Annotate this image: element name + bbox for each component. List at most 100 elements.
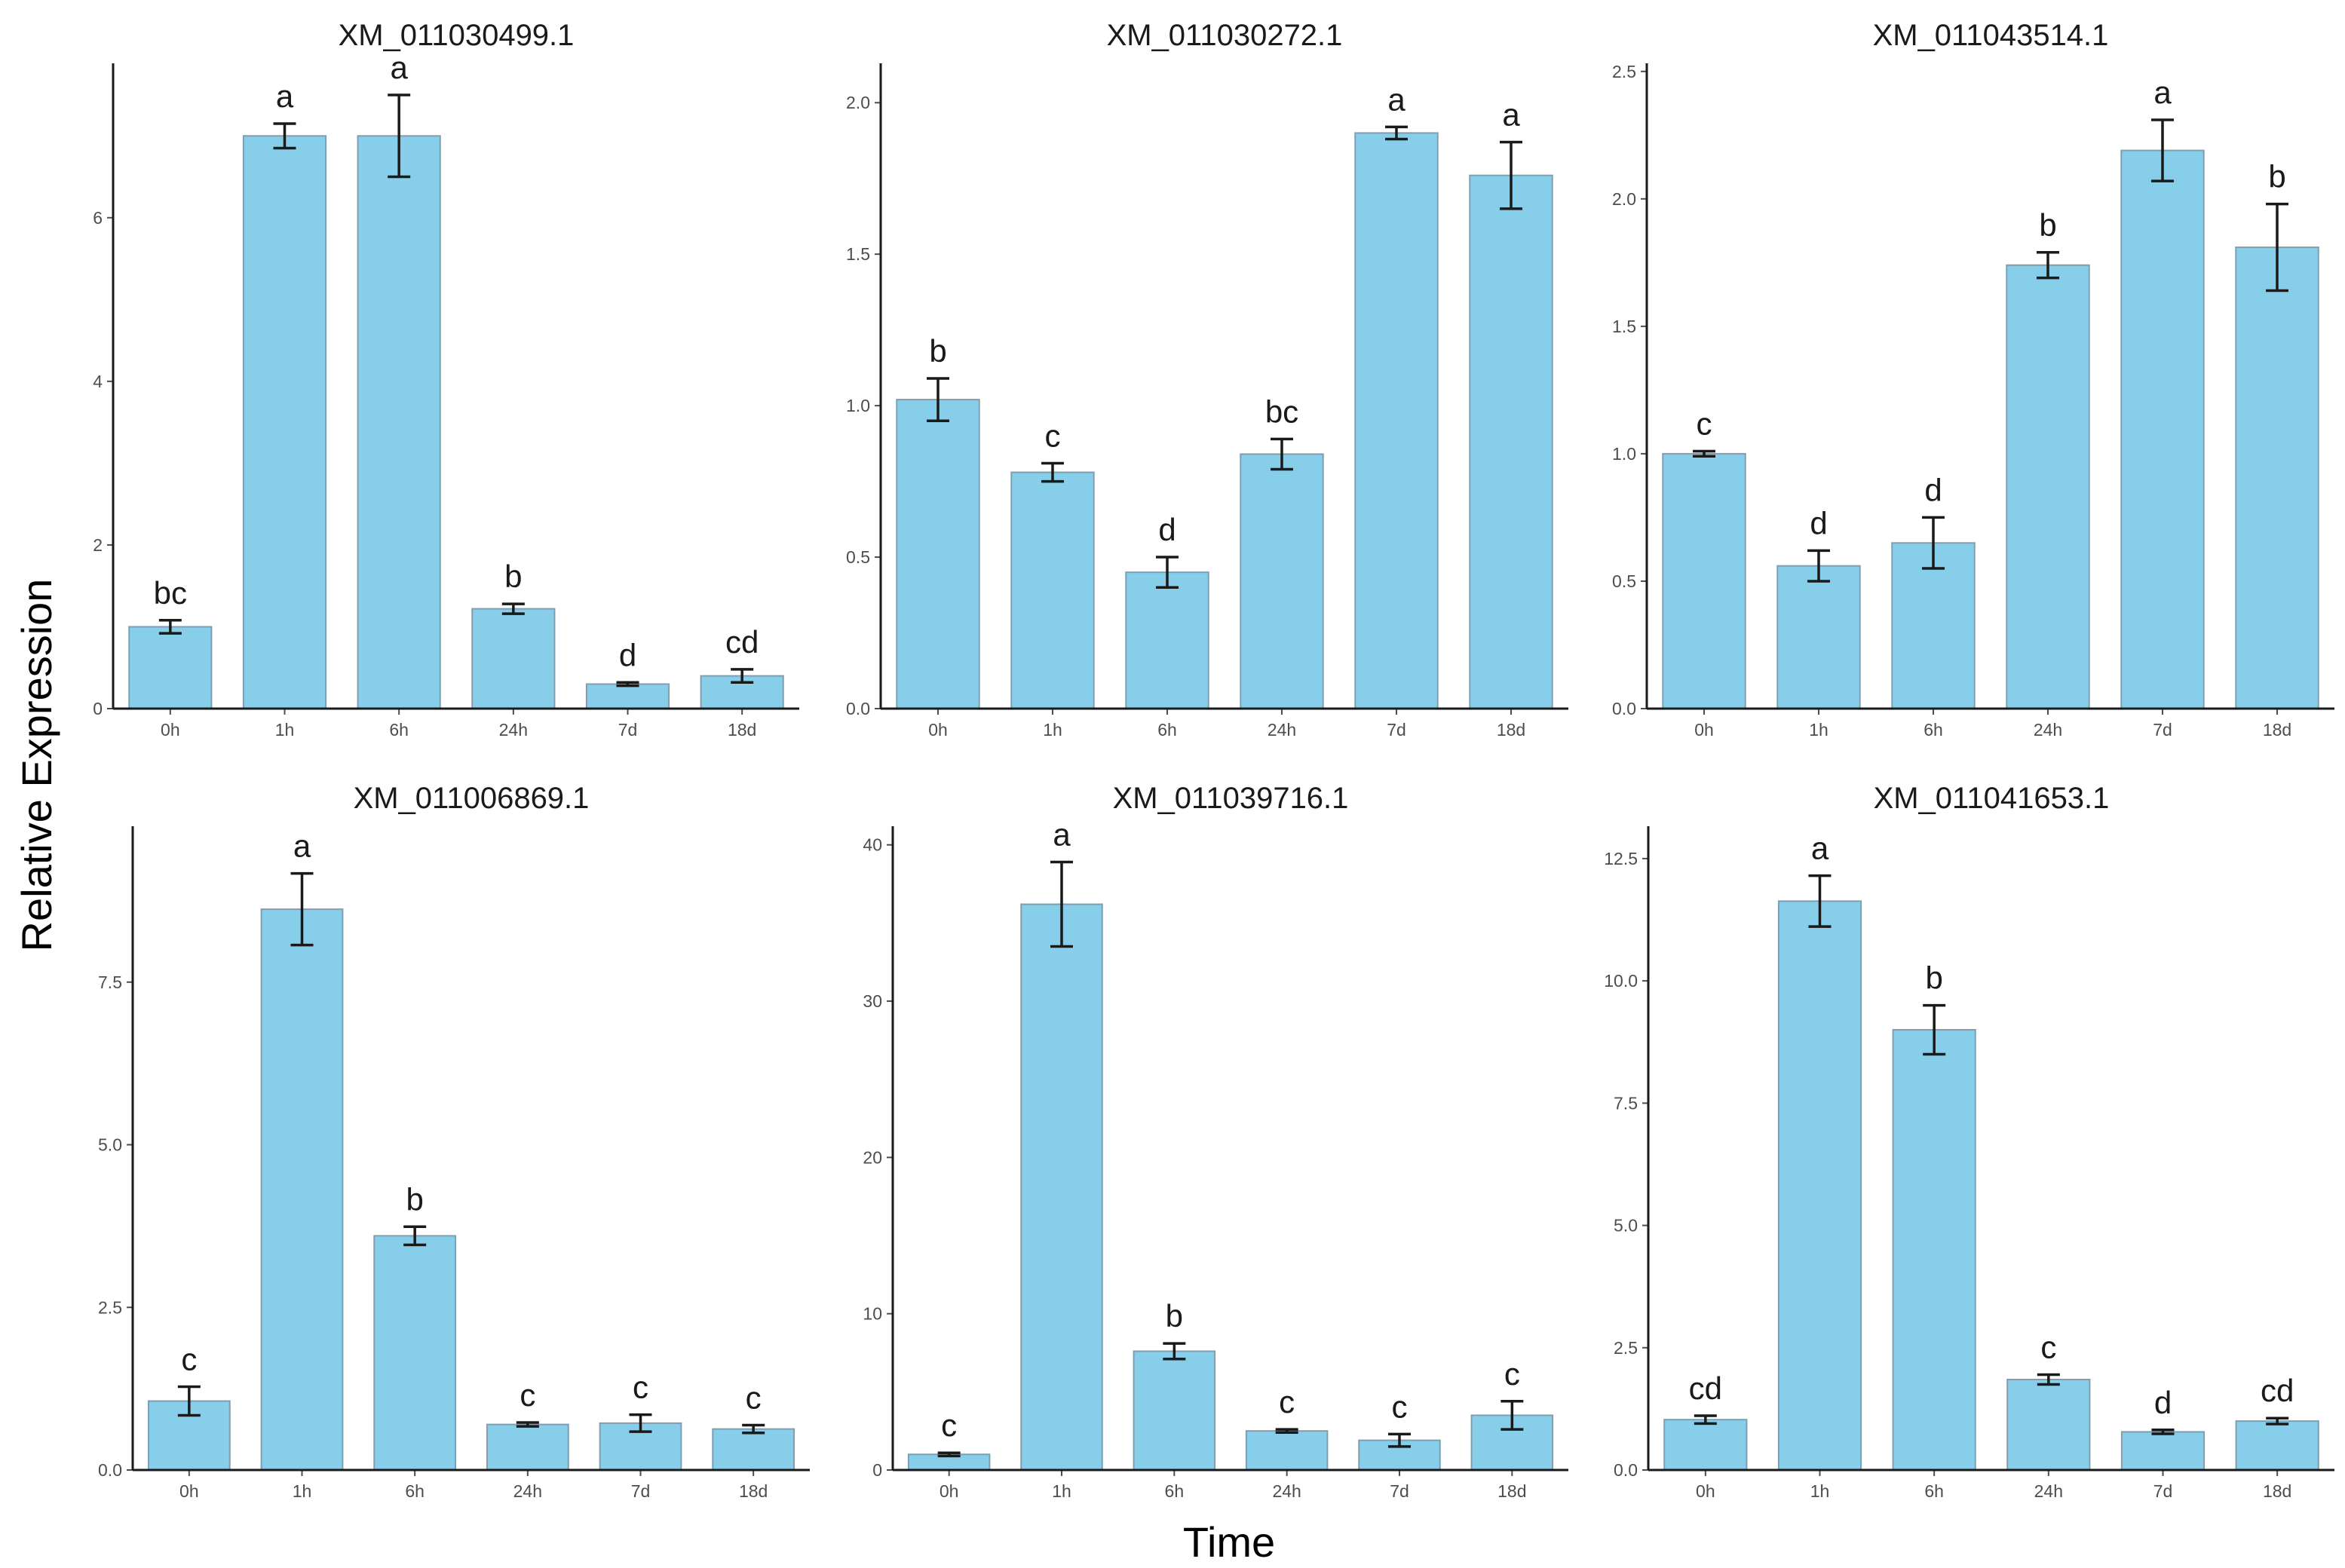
bar — [896, 399, 980, 710]
panel-title: XM_011039716.1 — [1113, 782, 1349, 815]
bar — [2006, 264, 2090, 709]
y-tick-label: 6 — [93, 208, 103, 228]
x-tick-label: 18d — [739, 1481, 768, 1501]
chart-panel-6: XM_011041653.1cd 0h a 1h b 6h c 24h d 7d cd 18d 0.0 2… — [1604, 782, 2334, 1501]
y-tick-label: 0.5 — [846, 547, 870, 567]
bar — [2120, 149, 2205, 710]
x-tick-label: 7d — [1390, 1481, 1409, 1501]
bar — [2006, 1378, 2091, 1471]
x-tick-label: 0h — [161, 720, 180, 740]
x-tick-label: 0h — [940, 1481, 959, 1501]
bar — [1020, 903, 1103, 1471]
significance-label: cd — [2261, 1373, 2294, 1408]
significance-label: c — [941, 1407, 957, 1443]
significance-label: c — [1045, 418, 1061, 453]
y-axis-title: Relative Expression — [13, 579, 60, 952]
y-tick-label: 2.5 — [1612, 62, 1636, 81]
bar — [486, 1423, 569, 1471]
significance-label: a — [390, 50, 408, 85]
significance-label: cd — [725, 624, 759, 660]
x-tick-label: 1h — [1043, 720, 1062, 740]
y-tick-label: 1.0 — [846, 396, 870, 415]
y-tick-label: 10 — [863, 1304, 882, 1324]
y-tick-label: 2.0 — [1612, 189, 1636, 209]
x-tick-label: 24h — [2034, 1481, 2063, 1501]
bar — [2235, 247, 2319, 709]
x-tick-label: 18d — [1497, 720, 1525, 740]
bar — [1777, 900, 1862, 1472]
x-tick-label: 24h — [1272, 1481, 1301, 1501]
x-tick-label: 0h — [179, 1481, 199, 1501]
significance-label: c — [746, 1380, 762, 1415]
significance-label: b — [2039, 207, 2056, 243]
significance-label: a — [1053, 817, 1071, 853]
significance-label: c — [1504, 1356, 1520, 1392]
x-tick-label: 6h — [1165, 1481, 1185, 1501]
y-tick-label: 2 — [93, 535, 103, 555]
significance-label: d — [2154, 1385, 2172, 1420]
x-tick-label: 7d — [618, 720, 638, 740]
x-tick-label: 1h — [1810, 1481, 1830, 1501]
y-tick-label: 0.0 — [98, 1460, 122, 1480]
bar — [1354, 132, 1439, 709]
significance-label: d — [1924, 472, 1942, 507]
significance-label: b — [504, 559, 522, 594]
y-tick-label: 7.5 — [98, 972, 122, 992]
bar — [1469, 174, 1553, 709]
bar — [1891, 542, 1976, 709]
significance-label: a — [276, 78, 294, 114]
bar — [260, 908, 344, 1471]
y-tick-label: 2.5 — [98, 1297, 122, 1317]
bar — [712, 1428, 795, 1472]
significance-label: a — [1502, 96, 1520, 132]
bar — [585, 683, 670, 710]
bar — [242, 135, 327, 710]
significance-label: d — [1810, 505, 1827, 541]
y-tick-label: 0.0 — [1612, 699, 1636, 718]
x-tick-label: 0h — [928, 720, 948, 740]
y-tick-label: 10.0 — [1604, 971, 1638, 991]
panel-title: XM_011043514.1 — [1873, 19, 2109, 52]
y-tick-label: 0.5 — [1612, 571, 1636, 591]
y-tick-label: 2.0 — [846, 93, 870, 112]
significance-label: b — [2268, 159, 2285, 194]
bar — [1245, 1430, 1329, 1472]
significance-label: a — [1811, 831, 1829, 866]
y-tick-label: 4 — [93, 372, 103, 391]
y-tick-label: 0 — [872, 1460, 882, 1480]
significance-label: b — [929, 333, 946, 369]
chart-panel-5: XM_011039716.1c 0h a 1h b 6h c 24h c 7d c 18d 0 10 20 3… — [863, 782, 1568, 1501]
panel-title: XM_011030272.1 — [1107, 19, 1343, 52]
bar — [1125, 571, 1209, 709]
significance-label: c — [520, 1377, 535, 1413]
bar — [2235, 1420, 2319, 1471]
x-tick-label: 24h — [2034, 720, 2062, 740]
y-tick-label: 1.5 — [846, 244, 870, 264]
significance-label: c — [633, 1370, 648, 1405]
panel-title: XM_011030499.1 — [339, 19, 575, 52]
bar — [1133, 1350, 1216, 1471]
bar — [1892, 1029, 1976, 1471]
x-tick-label: 7d — [1387, 720, 1406, 740]
x-tick-label: 7d — [2153, 720, 2172, 740]
x-tick-label: 6h — [389, 720, 409, 740]
y-tick-label: 0.0 — [846, 699, 870, 718]
significance-label: c — [1697, 406, 1712, 442]
significance-label: c — [181, 1342, 197, 1377]
y-tick-label: 0 — [93, 699, 103, 718]
x-tick-label: 0h — [1696, 1481, 1715, 1501]
x-tick-label: 6h — [1157, 720, 1177, 740]
x-tick-label: 6h — [1924, 720, 1943, 740]
x-tick-label: 0h — [1694, 720, 1714, 740]
bar — [128, 626, 213, 709]
bar — [373, 1235, 457, 1471]
significance-label: c — [1279, 1384, 1295, 1419]
y-tick-label: 1.0 — [1612, 444, 1636, 464]
y-tick-label: 5.0 — [98, 1135, 122, 1155]
significance-label: d — [619, 637, 636, 672]
x-tick-label: 24h — [499, 720, 528, 740]
x-tick-label: 1h — [1052, 1481, 1071, 1501]
y-tick-label: 30 — [863, 991, 882, 1011]
bar — [1663, 1419, 1748, 1472]
